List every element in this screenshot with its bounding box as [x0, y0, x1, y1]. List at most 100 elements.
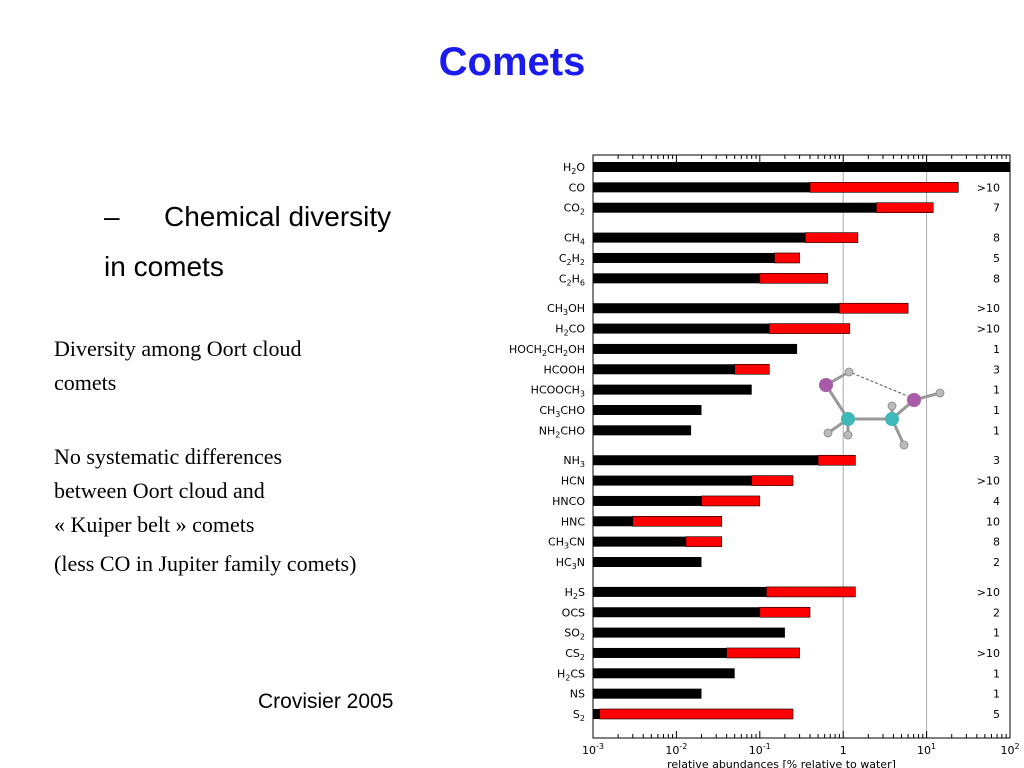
bars — [593, 162, 1010, 720]
bullet-text: Chemical diversity — [164, 201, 392, 232]
molecule-label: H2​O — [563, 161, 585, 176]
bar-min-HNCO — [593, 495, 702, 506]
comet-count: 8 — [993, 272, 1000, 285]
bar-min-HNC — [593, 516, 633, 527]
tick-label: 102 — [1000, 742, 1019, 757]
bar-range-HNCO — [701, 495, 761, 507]
tick-label: 10-3 — [582, 742, 604, 757]
ethylene-glycol-molecule-illustration — [819, 367, 945, 450]
bar-min-H2O — [593, 162, 1010, 172]
bar-min-CO2 — [593, 202, 877, 213]
comet-count: >10 — [977, 181, 1000, 194]
bar-min-C2H2 — [593, 252, 775, 263]
molecule-label: HCN — [561, 475, 585, 488]
bar-min-HCOOCH3 — [593, 384, 752, 395]
para2-line2: between Oort cloud and — [54, 478, 265, 503]
bar-min-H2CO — [593, 323, 770, 334]
bar-min-HC3N — [593, 556, 702, 567]
bar-range-NH3 — [817, 454, 856, 466]
jupiter-family-note: (less CO in Jupiter family comets) — [54, 551, 357, 576]
comet-count: 1 — [993, 404, 1000, 417]
bar-min-OCS — [593, 607, 760, 618]
x-axis-label: relative abundances [% relative to water… — [667, 758, 896, 768]
tick-label: 10-1 — [749, 742, 771, 757]
comet-count: >10 — [977, 475, 1000, 488]
comet-counts: >10 7 8 5 8 >10 >10 1 3 1 1 1 3 >10 4 10 8 2 >10 2 1 >10 1 1 5 — [977, 181, 1000, 721]
abundance-chart: H2​O CO CO2​ CH4​ C2​H2​ C2​H6​ CH3​OH H2​CO HOC… — [509, 154, 1020, 768]
molecule-label: CH4​ — [564, 232, 585, 247]
bar-min-CH3OH — [593, 303, 840, 314]
bar-min-CH3CN — [593, 536, 686, 547]
molecule-label: SO2​ — [564, 627, 585, 642]
bar-range-CH3CN — [685, 536, 723, 547]
molecule-label: OCS — [562, 606, 585, 619]
bar-min-HOCH2CH2OH — [593, 343, 798, 354]
molecule-label: CS2​ — [565, 647, 585, 662]
axis-ticks — [592, 155, 1007, 738]
comet-count: 3 — [993, 363, 1000, 376]
comet-count: 3 — [993, 454, 1000, 467]
molecule-label: C2​H2​ — [559, 252, 585, 267]
molecule-label: C2​H6​ — [559, 272, 585, 287]
comet-count: 5 — [993, 252, 1000, 265]
bar-min-CH4 — [593, 232, 806, 243]
molecule-label: CH3​CN — [548, 536, 585, 551]
oort-diversity-text: Diversity among Oort cloud comets — [54, 332, 474, 400]
comet-count: 7 — [993, 202, 1000, 215]
comet-count: 4 — [993, 495, 1000, 508]
comet-count: 1 — [993, 667, 1000, 680]
comet-count: 1 — [993, 688, 1000, 701]
comet-count: 1 — [993, 424, 1000, 437]
tick-labels: 10-3 10-2 10-1 1 101 102 — [582, 742, 1020, 757]
molecule-labels: H2​O CO CO2​ CH4​ C2​H2​ C2​H6​ CH3​OH H2​CO HOC… — [509, 161, 585, 723]
bar-range-CH3OH — [839, 302, 909, 314]
molecule-label: NS — [570, 688, 585, 701]
tick-label: 1 — [840, 744, 847, 757]
comet-count: 2 — [993, 606, 1000, 619]
bar-min-H2S — [593, 586, 767, 597]
bar-min-NH3 — [593, 455, 819, 466]
bar-range-CS2 — [726, 647, 800, 659]
bar-min-HCOOH — [593, 364, 735, 375]
para1-line2: comets — [54, 370, 117, 395]
para2-line1: No systematic differences — [54, 444, 283, 469]
comet-count: >10 — [977, 302, 1000, 315]
source-credit: Crovisier 2005 — [258, 690, 394, 713]
comet-count: 8 — [993, 536, 1000, 549]
molecule-label: HCOOCH3​ — [531, 384, 585, 399]
molecule-label: CH3​CHO — [539, 404, 585, 419]
molecule-label: CH3​OH — [547, 302, 585, 317]
molecule-label: HNCO — [552, 495, 585, 508]
molecule-label: CO2​ — [564, 202, 585, 217]
bullet-line-1: – Chemical diversity — [104, 192, 504, 242]
comet-count: >10 — [977, 647, 1000, 660]
bullet-point: – Chemical diversity in comets — [104, 192, 504, 292]
bar-min-C2H6 — [593, 273, 760, 284]
bar-range-HCN — [751, 475, 794, 486]
comet-count: 5 — [993, 708, 1000, 721]
molecule-label: NH2​CHO — [539, 424, 586, 439]
comet-count: 10 — [986, 515, 1000, 528]
bar-min-SO2 — [593, 627, 785, 638]
bar-range-CH4 — [804, 232, 859, 243]
molecule-label: HOCH2​CH2​OH — [509, 343, 585, 358]
molecule-label: H2​CS — [557, 667, 585, 682]
bullet-dash: – — [104, 201, 120, 232]
bar-min-S2 — [593, 709, 600, 719]
slide-title: Comets — [438, 40, 586, 84]
bar-min-CO — [593, 182, 811, 193]
bar-range-CO2 — [876, 202, 934, 213]
para2-line3: « Kuiper belt » comets — [54, 512, 255, 537]
plot-frame — [592, 154, 1011, 739]
no-differences-text: No systematic differences between Oort c… — [54, 440, 474, 542]
bullet-line-2: in comets — [104, 251, 224, 282]
comet-count: 2 — [993, 556, 1000, 569]
comet-count: 1 — [993, 384, 1000, 397]
bar-range-C2H6 — [759, 273, 828, 284]
bar-min-NS — [593, 688, 702, 699]
bar-range-CO — [809, 182, 959, 193]
grid-lines — [842, 155, 928, 738]
comet-count: 8 — [993, 232, 1000, 245]
tick-label: 10-2 — [665, 742, 687, 757]
bar-min-H2CS — [593, 668, 735, 679]
